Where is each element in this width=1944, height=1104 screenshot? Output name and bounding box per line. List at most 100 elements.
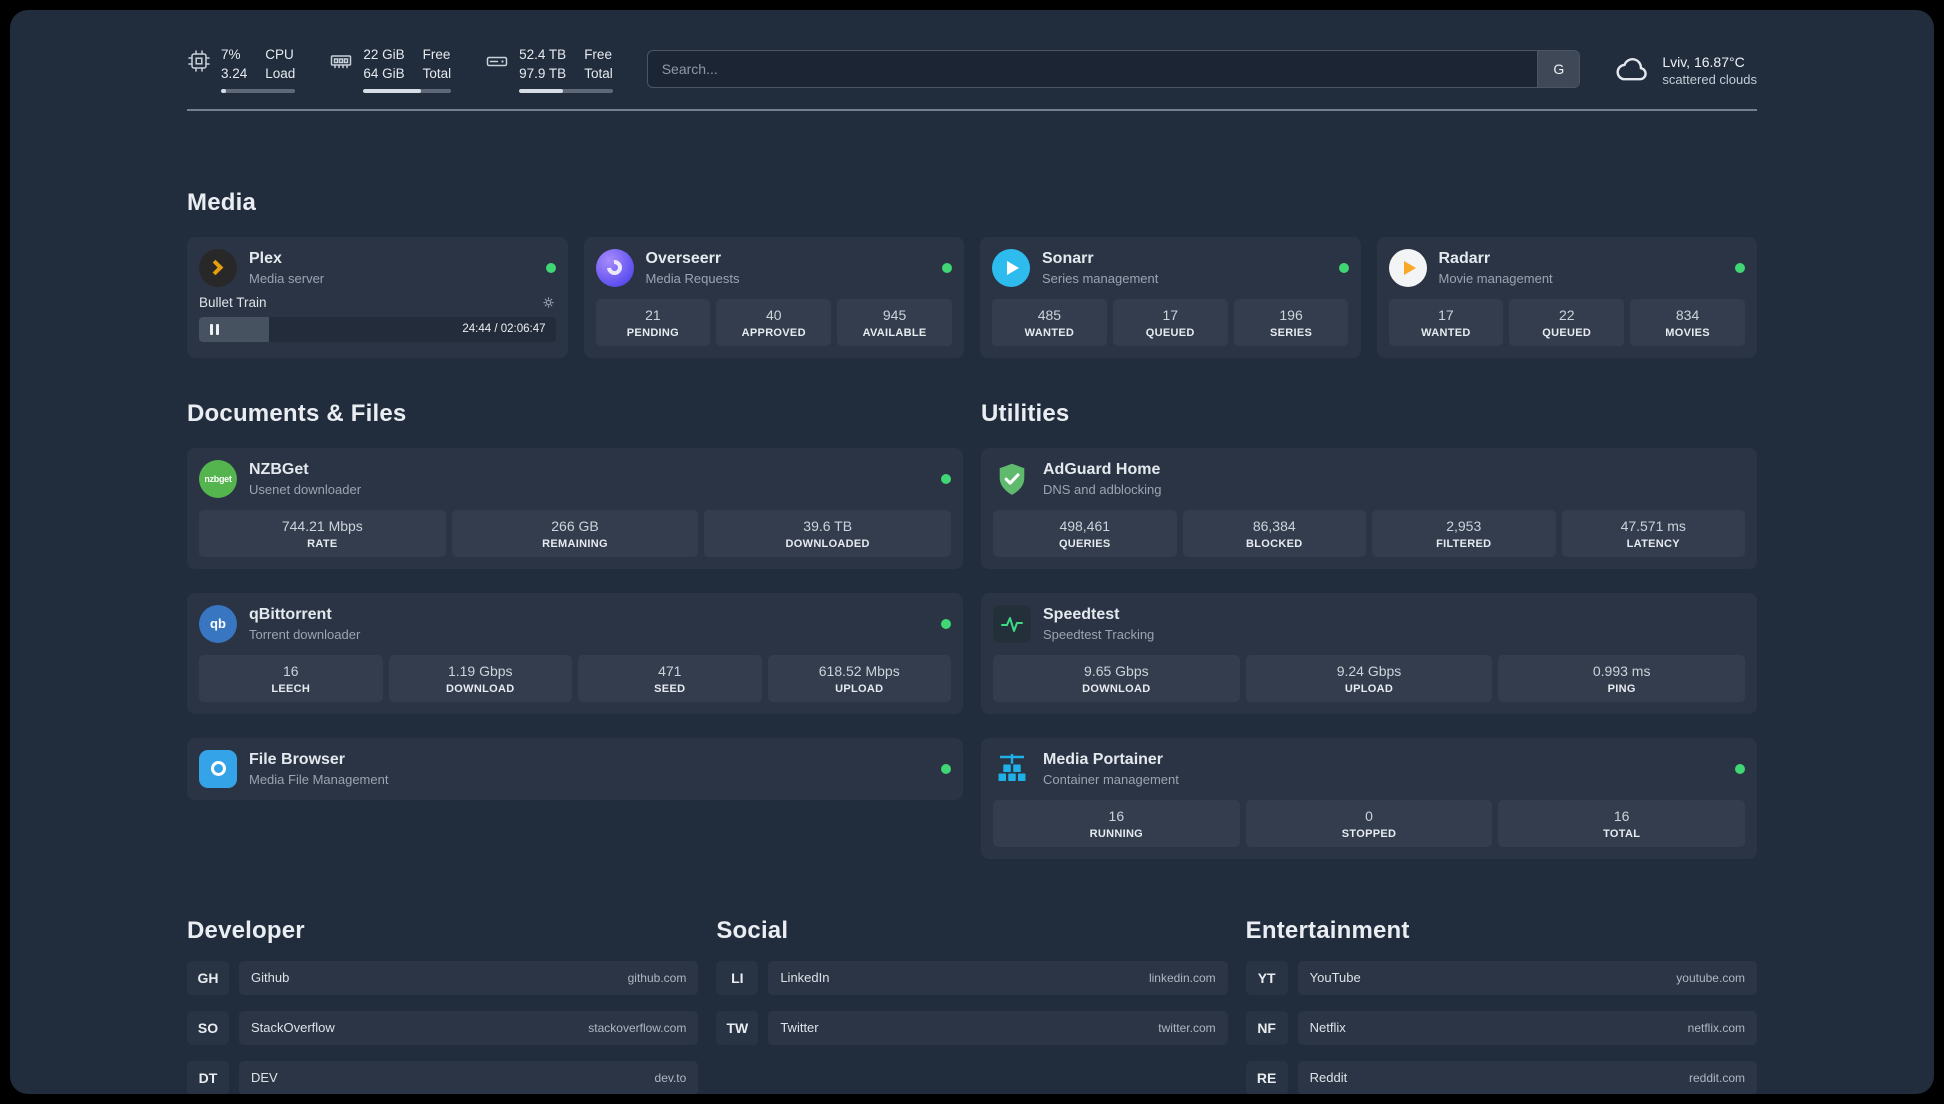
middle-columns: Documents & Files nzbget NZBGet Usenet d… [187, 400, 1757, 859]
service-description: Media File Management [249, 771, 389, 787]
stat-value: 9.24 Gbps [1336, 662, 1402, 679]
stat-value: 16 [282, 662, 299, 679]
service-info: qBittorrent Torrent downloader [249, 606, 360, 642]
service-card-overseerr[interactable]: Overseerr Media Requests 21 PENDING 40 A… [583, 236, 964, 358]
pause-icon[interactable] [210, 323, 219, 335]
stat-queries: 498,461 QUERIES [993, 509, 1177, 557]
cpu-values: 7% 3.24 [221, 46, 247, 84]
service-card-sonarr[interactable]: Sonarr Series management 485 WANTED 17 Q… [980, 236, 1361, 358]
documents-column: Documents & Files nzbget NZBGet Usenet d… [187, 400, 963, 859]
service-card-nzbget[interactable]: nzbget NZBGet Usenet downloader 744.21 M… [187, 447, 963, 569]
bookmark-link-netflix[interactable]: Netflix netflix.com [1297, 1010, 1757, 1045]
stat-value: 0.993 ms [1592, 662, 1651, 679]
stat-remaining: 266 GB REMAINING [451, 509, 699, 557]
bookmark-domain: youtube.com [1676, 970, 1745, 985]
stat-label: STOPPED [1341, 827, 1397, 840]
card-header: Speedtest Speedtest Tracking [993, 604, 1745, 643]
stats-row: 485 WANTED 17 QUEUED 196 SERIES [992, 298, 1349, 346]
service-card-adguard[interactable]: AdGuard Home DNS and adblocking 498,461 … [981, 447, 1757, 569]
bookmark-link-linkedin[interactable]: LinkedIn linkedin.com [768, 960, 1228, 995]
disk-free: 52.4 TB [519, 47, 567, 62]
stat-movies: 834 MOVIES [1630, 298, 1745, 346]
disk-label-bottom: Total [584, 65, 613, 81]
bookmark-link-stackoverflow[interactable]: StackOverflow stackoverflow.com [239, 1010, 699, 1045]
service-card-portainer[interactable]: Media Portainer Container management 16 … [981, 737, 1757, 859]
stat-value: 0 [1365, 807, 1373, 824]
service-card-speedtest[interactable]: Speedtest Speedtest Tracking 9.65 Gbps D… [981, 592, 1757, 714]
memory-free: 22 GiB [363, 47, 405, 62]
stat-seed: 471 SEED [578, 654, 762, 702]
service-info: Media Portainer Container management [1043, 751, 1179, 787]
qbittorrent-badge-text: qb [210, 616, 226, 632]
service-card-radarr[interactable]: Radarr Movie management 17 WANTED 22 QUE… [1376, 236, 1757, 358]
bookmark-abbr: SO [187, 1011, 229, 1045]
memory-progress-bar [363, 88, 452, 93]
service-description: Torrent downloader [249, 626, 361, 642]
stat-label: DOWNLOADED [785, 537, 870, 550]
stat-label: QUEUED [1145, 326, 1195, 339]
bookmark-abbr: LI [716, 961, 758, 995]
search-provider-button[interactable]: G [1537, 51, 1580, 88]
bookmark-abbr: GH [187, 961, 229, 995]
service-card-qbittorrent[interactable]: qb qBittorrent Torrent downloader 16 LEE… [187, 592, 963, 714]
service-name: Media Portainer [1043, 750, 1164, 768]
stat-wanted: 485 WANTED [992, 298, 1107, 346]
section-title-utilities: Utilities [981, 399, 1070, 427]
service-card-filebrowser[interactable]: File Browser Media File Management [187, 737, 963, 800]
stat-label: WANTED [1421, 326, 1471, 339]
stat-queued: 22 QUEUED [1509, 298, 1625, 346]
stat-value: 40 [765, 306, 782, 323]
search-input[interactable] [647, 51, 1538, 88]
status-dot [941, 473, 951, 484]
bookmark-abbr: NF [1246, 1011, 1288, 1045]
section-title-media: Media [187, 188, 257, 216]
stat-label: LATENCY [1626, 537, 1680, 550]
bookmark-link-github[interactable]: Github github.com [239, 960, 699, 995]
stat-ping: 0.993 ms PING [1498, 654, 1746, 702]
memory-labels: Free Total [423, 46, 452, 84]
bookmark-group-title: Social [716, 916, 789, 944]
stat-label: QUERIES [1058, 537, 1111, 550]
bookmark-abbr: TW [716, 1011, 758, 1045]
bookmark-link-dev[interactable]: DEV dev.to [239, 1060, 699, 1094]
stat-label: DOWNLOAD [446, 682, 515, 695]
bookmark-name: Twitter [780, 1020, 819, 1036]
service-info: Sonarr Series management [1042, 250, 1158, 286]
bookmark-link-youtube[interactable]: YouTube youtube.com [1297, 960, 1757, 995]
bookmark-row: SO StackOverflow stackoverflow.com [187, 1010, 699, 1045]
cpu-label-bottom: Load [265, 65, 296, 81]
stat-value: 471 [658, 662, 682, 679]
memory-widget: 22 GiB 64 GiB Free Total [329, 46, 452, 93]
stat-label: UPLOAD [1344, 682, 1394, 695]
service-description: DNS and adblocking [1043, 481, 1162, 497]
card-header: AdGuard Home DNS and adblocking [993, 460, 1745, 498]
bookmark-link-twitter[interactable]: Twitter twitter.com [768, 1010, 1228, 1045]
card-header: Overseerr Media Requests [595, 248, 952, 287]
disk-widget: 52.4 TB 97.9 TB Free Total [485, 46, 613, 93]
playback-progress-bar[interactable]: 24:44 / 02:06:47 [199, 316, 556, 342]
bookmark-domain: stackoverflow.com [588, 1020, 687, 1035]
bookmark-link-reddit[interactable]: Reddit reddit.com [1297, 1060, 1757, 1094]
bookmark-abbr: YT [1246, 961, 1288, 995]
bookmark-group-entertainment: Entertainment YT YouTube youtube.com NF … [1246, 917, 1757, 1094]
stat-label: WANTED [1024, 326, 1075, 339]
service-info: File Browser Media File Management [249, 751, 388, 787]
gear-icon[interactable] [541, 295, 556, 310]
stat-value: 744.21 Mbps [281, 517, 363, 534]
adguard-icon [993, 460, 1031, 498]
stat-label: SEED [654, 682, 686, 695]
stat-value: 47.571 ms [1620, 517, 1686, 534]
bookmark-domain: github.com [627, 970, 687, 985]
service-card-plex[interactable]: Plex Media server Bullet Train [187, 236, 568, 358]
service-info: Radarr Movie management [1439, 250, 1553, 286]
stats-row: 9.65 Gbps DOWNLOAD 9.24 Gbps UPLOAD 0.99… [993, 654, 1746, 702]
card-header: File Browser Media File Management [199, 749, 951, 788]
bookmark-name: DEV [251, 1070, 278, 1086]
memory-icon [329, 49, 353, 93]
bookmark-row: YT YouTube youtube.com [1246, 960, 1757, 995]
stats-row: 744.21 Mbps RATE 266 GB REMAINING 39.6 T… [199, 509, 952, 557]
card-header: nzbget NZBGet Usenet downloader [199, 459, 951, 498]
service-name: Overseerr [645, 249, 722, 267]
disk-icon [485, 49, 509, 93]
card-header: Radarr Movie management [1388, 248, 1745, 287]
